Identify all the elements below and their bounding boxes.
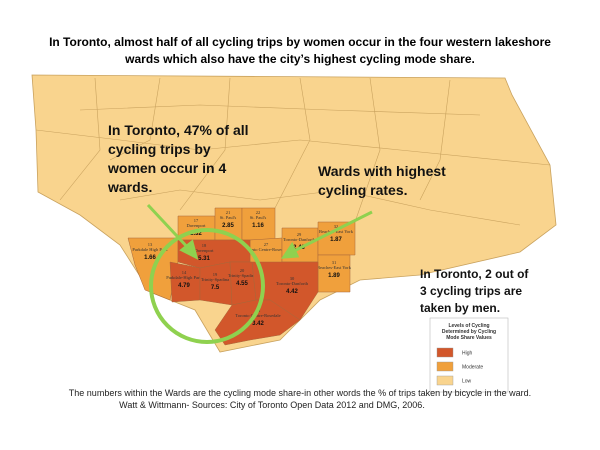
ward-number: 22 <box>256 210 261 215</box>
ward-number: 20 <box>240 268 245 273</box>
arrow-head <box>281 241 300 259</box>
legend-label: Moderate <box>462 365 483 371</box>
ward-name: Beaches-East York <box>319 229 354 234</box>
ward-number: 21 <box>226 210 231 215</box>
ward-number: 17 <box>194 218 199 223</box>
ward-value: 4.42 <box>286 289 298 295</box>
ward-number: 32 <box>334 224 339 229</box>
ward <box>199 261 233 306</box>
ward-name: Toronto Centre-Rosedale <box>243 247 288 252</box>
footer: Watt & Wittmann- Sources: City of Toront… <box>119 400 425 410</box>
legend-swatch <box>436 347 454 358</box>
ward-name: Beaches-East York <box>317 265 352 270</box>
ward-number: 13 <box>148 242 153 247</box>
legend-swatch <box>436 361 454 372</box>
ward-name: Parkdale High Park <box>132 247 168 252</box>
legend-title: Mode Share Values <box>446 335 492 341</box>
annotation: taken by men. <box>420 301 500 315</box>
ward-boundaries <box>35 77 551 226</box>
ward-name: Toronto-Danforth <box>283 237 316 242</box>
ward-value: 1.89 <box>328 273 340 279</box>
annotation: women occur in 4 <box>107 160 226 176</box>
annotation: 3 cycling trips are <box>420 284 522 298</box>
ward-value: 1.32 <box>190 231 202 237</box>
annotation: wards. <box>107 179 152 195</box>
title: In Toronto, almost half of all cycling t… <box>49 35 551 49</box>
arrow-head <box>179 239 199 260</box>
ward <box>169 261 201 303</box>
ward-name: Davenport <box>195 248 215 253</box>
arrow <box>146 203 192 252</box>
ward-value: 5.31 <box>198 256 210 262</box>
ward-name: Parkdale-High Park <box>166 275 202 280</box>
annotation: In Toronto, 2 out of <box>420 267 529 281</box>
ward-name: Toronto Centre-Rosedale <box>235 313 280 318</box>
legend-label: High <box>462 351 473 357</box>
ward-value: 2.85 <box>222 223 234 229</box>
annotation: Wards with highest <box>318 163 446 179</box>
ward-value: 1.87 <box>330 237 342 243</box>
annotation: cycling trips by <box>108 141 211 157</box>
ward-name: St. Paul's <box>250 215 267 220</box>
annotation: cycling rates. <box>318 182 408 198</box>
ward-name: Toronto-Danforth <box>276 281 309 286</box>
ward-number: 18 <box>202 243 207 248</box>
ward-value: 4.55 <box>236 281 248 287</box>
ward-number: 29 <box>297 232 302 237</box>
footer: The numbers within the Wards are the cyc… <box>69 388 531 398</box>
ward-name: St. Paul's <box>220 215 237 220</box>
ward-number: 14 <box>182 270 187 275</box>
ward-value: 7.5 <box>211 285 220 291</box>
highlight-circle <box>149 228 265 344</box>
ward-number: 19 <box>213 272 218 277</box>
ward-number: 31 <box>332 260 337 265</box>
ward-number: 30 <box>290 276 295 281</box>
ward-name: Trinity-Spadina <box>228 273 256 278</box>
legend-title: Levels of Cycling <box>448 323 489 329</box>
arrows <box>146 203 373 260</box>
arrow <box>291 210 373 254</box>
legend-swatch <box>436 375 454 386</box>
ward-name: Trinity-Spadina <box>201 277 229 282</box>
ward-value: 4.79 <box>178 283 190 289</box>
legend-title: Determined by Cycling <box>442 329 496 335</box>
ward-number: 27 <box>264 242 269 247</box>
title: wards which also have the city’s highest… <box>124 52 475 66</box>
texts: In Toronto, almost half of all cycling t… <box>49 35 551 410</box>
annotation: In Toronto, 47% of all <box>108 122 249 138</box>
ward-value: 1.16 <box>252 223 264 229</box>
ward <box>317 221 356 256</box>
ward-value: 1.66 <box>144 255 156 261</box>
ward-name: Davenport <box>187 223 207 228</box>
ward-value: 3.42 <box>252 321 264 327</box>
legend-label: Low <box>462 379 472 385</box>
